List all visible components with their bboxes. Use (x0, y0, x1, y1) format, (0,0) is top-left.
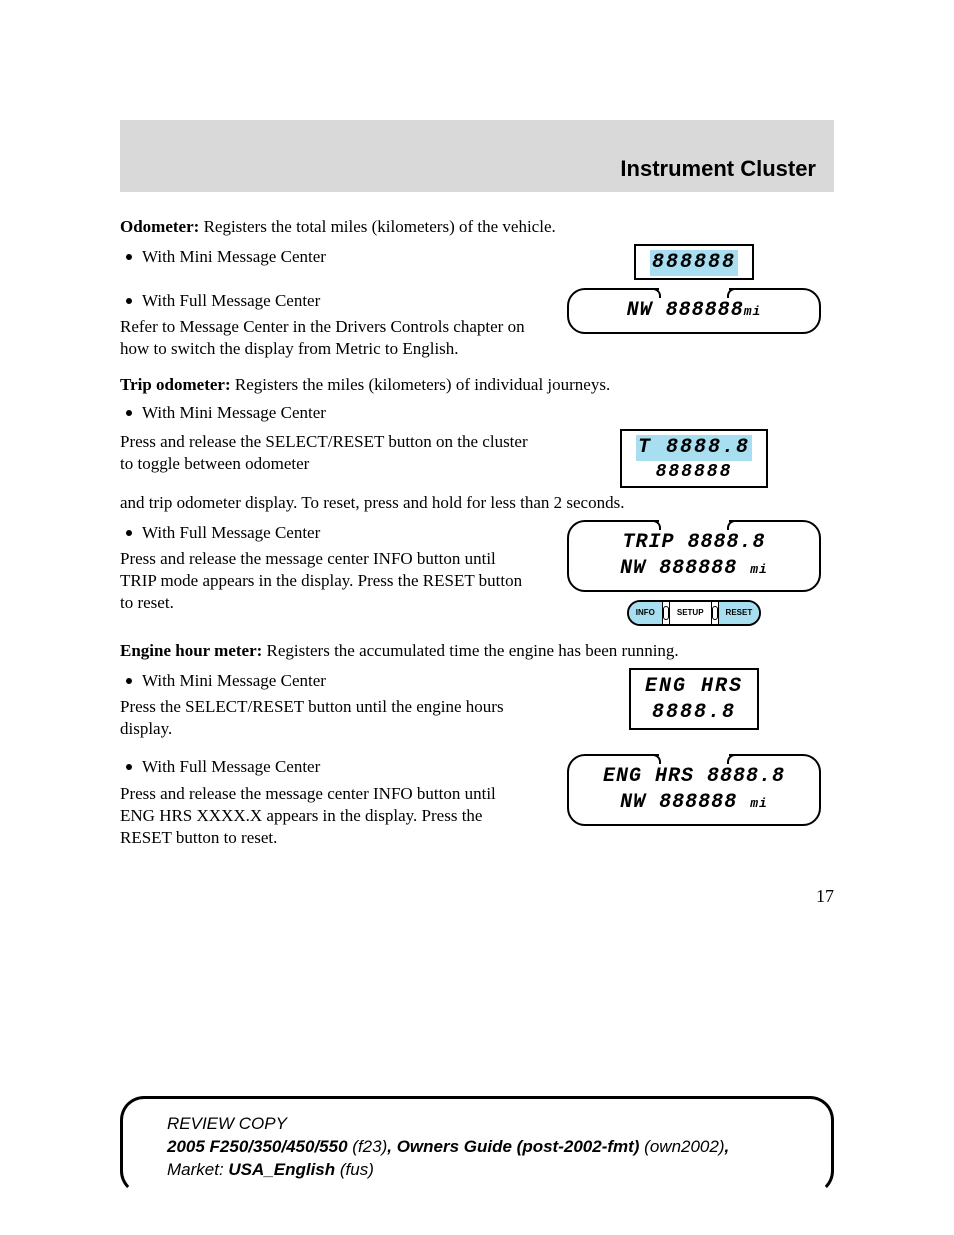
engine-mini-display: ENG HRS 8888.8 (629, 668, 759, 730)
footer-comma: , (725, 1137, 730, 1156)
engine-full-display-line2-text: NW 888888 (620, 791, 750, 814)
footer-model: 2005 F250/350/450/550 (167, 1137, 348, 1156)
trip-full-para: Press and release the message center INF… (120, 548, 534, 614)
button-divider-icon (712, 602, 719, 624)
engine-mini-row: With Mini Message Center Press the SELEC… (120, 668, 834, 746)
engine-mini-display-line2: 8888.8 (645, 700, 743, 726)
footer-market: USA_English (228, 1160, 335, 1179)
odometer-mini-display-value: 888888 (650, 250, 738, 276)
footer-market-label: Market: (167, 1160, 228, 1179)
engine-lead-bold: Engine hour meter: (120, 641, 262, 660)
engine-full-para: Press and release the message center INF… (120, 783, 534, 849)
reset-button[interactable]: RESET (719, 602, 760, 624)
setup-button[interactable]: SETUP (670, 602, 712, 624)
bullet-icon (126, 678, 132, 684)
engine-mini-bullet-text: With Mini Message Center (142, 670, 326, 692)
footer-code1: (f23) (348, 1137, 388, 1156)
bullet-icon (126, 530, 132, 536)
content: Odometer: Registers the total miles (kil… (120, 216, 834, 908)
trip-full-bullet: With Full Message Center (120, 522, 534, 544)
engine-full-display-line2-unit: mi (750, 796, 768, 811)
page: Instrument Cluster Odometer: Registers t… (0, 0, 954, 1235)
trip-mini-para-tail: and trip odometer display. To reset, pre… (120, 492, 834, 514)
trip-mini-display: T 8888.8 888888 (620, 429, 768, 488)
trip-lead-bold: Trip odometer: (120, 375, 231, 394)
button-divider-icon (663, 602, 670, 624)
trip-lead-rest: Registers the miles (kilometers) of indi… (231, 375, 611, 394)
trip-mini-display-line2: 888888 (636, 461, 752, 484)
bullet-icon (126, 410, 132, 416)
odometer-mini-row: With Mini Message Center 888888 (120, 244, 834, 280)
odometer-full-bullet-text: With Full Message Center (142, 290, 320, 312)
trip-full-display-line1: TRIP 8888.8 (589, 530, 799, 556)
engine-mini-para: Press the SELECT/RESET button until the … (120, 696, 534, 740)
odometer-full-display-line: NW 888888mi (589, 298, 799, 324)
footer-guide: , Owners Guide (post-2002-fmt) (387, 1137, 639, 1156)
odometer-full-display-text: NW 888888 (627, 299, 744, 322)
trip-full-display: TRIP 8888.8 NW 888888 mi (567, 520, 821, 592)
odometer-full-bullet: With Full Message Center (120, 290, 534, 312)
trip-full-bullet-text: With Full Message Center (142, 522, 320, 544)
footer-line3: Market: USA_English (fus) (167, 1159, 803, 1182)
trip-full-display-line2-unit: mi (750, 562, 768, 577)
message-center-button-cluster: INFO SETUP RESET (627, 600, 761, 626)
chapter-header-band: Instrument Cluster (120, 120, 834, 192)
odometer-lead: Odometer: Registers the total miles (kil… (120, 216, 834, 238)
odometer-mini-bullet: With Mini Message Center (120, 246, 534, 268)
trip-mini-bullet: With Mini Message Center (120, 402, 834, 424)
trip-mini-para-left: Press and release the SELECT/RESET butto… (120, 431, 534, 475)
bullet-icon (126, 298, 132, 304)
odometer-mini-bullet-text: With Mini Message Center (142, 246, 326, 268)
engine-lead-rest: Registers the accumulated time the engin… (262, 641, 678, 660)
trip-lead: Trip odometer: Registers the miles (kilo… (120, 374, 834, 396)
page-number: 17 (120, 885, 834, 908)
trip-full-display-line2-text: NW 888888 (620, 557, 750, 580)
engine-full-row: With Full Message Center Press and relea… (120, 754, 834, 854)
chapter-title: Instrument Cluster (620, 156, 816, 182)
odometer-full-display: NW 888888mi (567, 288, 821, 334)
trip-mini-display-line1: T 8888.8 (636, 435, 752, 461)
trip-full-row: With Full Message Center Press and relea… (120, 520, 834, 626)
odometer-full-row: With Full Message Center Refer to Messag… (120, 288, 834, 366)
odometer-full-para: Refer to Message Center in the Drivers C… (120, 316, 534, 360)
odometer-mini-display: 888888 (634, 244, 754, 280)
footer-box: REVIEW COPY 2005 F250/350/450/550 (f23),… (120, 1096, 834, 1195)
engine-mini-bullet: With Mini Message Center (120, 670, 534, 692)
footer-market-code: (fus) (335, 1160, 374, 1179)
footer-line1: REVIEW COPY (167, 1113, 803, 1136)
bullet-icon (126, 254, 132, 260)
engine-mini-display-line1: ENG HRS (645, 674, 743, 700)
footer-code2: (own2002) (639, 1137, 724, 1156)
engine-full-display-line1: ENG HRS 8888.8 (589, 764, 799, 790)
engine-full-bullet-text: With Full Message Center (142, 756, 320, 778)
trip-mini-row: Press and release the SELECT/RESET butto… (120, 429, 834, 488)
engine-lead: Engine hour meter: Registers the accumul… (120, 640, 834, 662)
bullet-icon (126, 764, 132, 770)
engine-full-display-line2: NW 888888 mi (589, 790, 799, 816)
button-pill: INFO SETUP RESET (627, 600, 761, 626)
odometer-lead-rest: Registers the total miles (kilometers) o… (199, 217, 555, 236)
odometer-full-display-unit: mi (744, 304, 762, 319)
engine-full-display: ENG HRS 8888.8 NW 888888 mi (567, 754, 821, 826)
trip-mini-bullet-text: With Mini Message Center (142, 402, 326, 424)
odometer-lead-bold: Odometer: (120, 217, 199, 236)
trip-full-display-line2: NW 888888 mi (589, 556, 799, 582)
engine-full-bullet: With Full Message Center (120, 756, 534, 778)
info-button[interactable]: INFO (629, 602, 663, 624)
footer-line2: 2005 F250/350/450/550 (f23), Owners Guid… (167, 1136, 803, 1159)
